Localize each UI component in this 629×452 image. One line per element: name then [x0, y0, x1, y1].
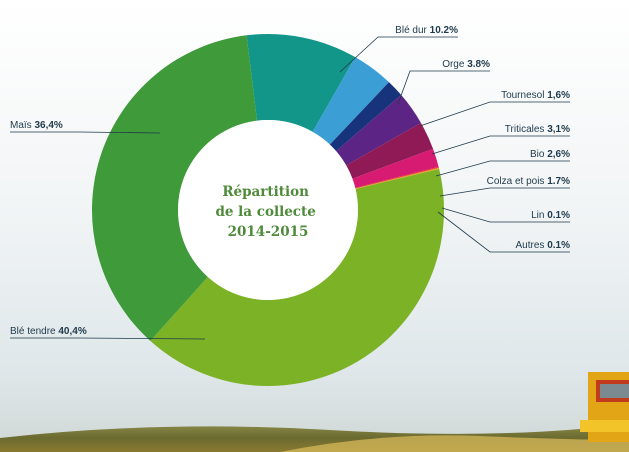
label-orge: Orge 3.8% — [442, 59, 490, 70]
leader-line-ble-tendre — [10, 337, 206, 340]
center-title-line-3: 2014-2015 — [228, 224, 309, 240]
label-name-triticales: Triticales — [505, 124, 547, 135]
leader-line-triticales — [431, 135, 570, 155]
donut-hole — [178, 120, 358, 300]
slices-group — [92, 33, 445, 386]
label-ble-dur: Blé dur 10.2% — [395, 25, 458, 36]
label-ble-tendre: Blé tendre 40,4% — [10, 326, 87, 337]
label-value-orge: 3.8% — [467, 59, 490, 70]
leader-line-bio — [435, 160, 570, 177]
leader-line-ble-dur — [339, 36, 458, 73]
label-value-triticales: 3,1% — [547, 124, 570, 135]
label-mais: Maïs 36,4% — [10, 120, 63, 131]
label-name-tournesol: Tournesol — [501, 90, 547, 101]
slice-bio — [346, 122, 434, 179]
label-value-bio: 2,6% — [547, 149, 570, 160]
leader-line-autres — [437, 211, 570, 253]
label-value-colza-et-pois: 1.7% — [547, 176, 570, 187]
label-name-lin: Lin — [531, 210, 547, 221]
wheat-background — [280, 435, 629, 452]
label-lin: Lin 0.1% — [531, 210, 570, 221]
leader-line-mais — [10, 131, 161, 134]
slice-ble-tendre — [150, 168, 445, 386]
label-name-bio: Bio — [530, 149, 547, 160]
label-value-lin: 0.1% — [547, 210, 570, 221]
leaders-group — [10, 36, 570, 340]
leader-line-colza-et-pois — [439, 187, 570, 197]
labels-group: Blé dur 10.2% Orge 3.8% Tournesol 1,6% Trit… — [10, 25, 570, 337]
label-bio: Bio 2,6% — [530, 149, 570, 160]
label-name-orge: Orge — [442, 59, 467, 70]
label-name-autres: Autres — [516, 240, 548, 251]
slice-lin — [355, 166, 439, 189]
label-colza-et-pois: Colza et pois 1.7% — [487, 176, 570, 187]
label-autres: Autres 0.1% — [516, 240, 571, 251]
label-tournesol: Tournesol 1,6% — [501, 90, 570, 101]
label-value-mais: 36,4% — [34, 120, 62, 131]
leader-line-orge — [397, 70, 490, 105]
label-value-autres: 0.1% — [547, 240, 570, 251]
slice-autres — [355, 167, 440, 190]
slice-colza-et-pois — [352, 148, 439, 188]
label-value-tournesol: 1,6% — [547, 90, 570, 101]
label-value-ble-tendre: 40,4% — [58, 326, 86, 337]
slice-triticales — [336, 94, 421, 166]
leader-line-tournesol — [419, 101, 570, 127]
label-name-mais: Maïs — [10, 120, 34, 131]
label-value-ble-dur: 10.2% — [430, 25, 458, 36]
slice-mais — [92, 35, 258, 341]
label-name-colza-et-pois: Colza et pois — [487, 176, 548, 187]
leader-line-lin — [441, 207, 570, 223]
label-triticales: Triticales 3,1% — [505, 124, 570, 135]
center-title-line-2: de la collecte — [215, 204, 315, 220]
center-title: Répartition de la collecte 2014-2015 — [215, 184, 320, 240]
harvester-graphic — [580, 372, 629, 442]
center-title-line-1: Répartition — [222, 184, 309, 200]
slice-ble-dur — [246, 33, 356, 132]
label-name-ble-dur: Blé dur — [395, 25, 429, 36]
slice-tournesol — [329, 82, 402, 152]
slice-orge — [312, 57, 389, 145]
label-name-ble-tendre: Blé tendre — [10, 326, 58, 337]
